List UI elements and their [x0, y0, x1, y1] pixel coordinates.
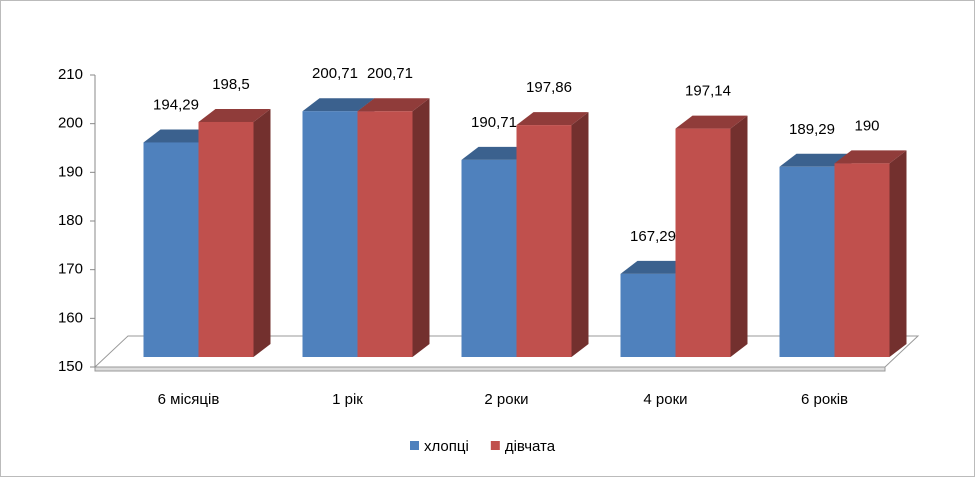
- y-tick-label: 200: [58, 115, 83, 132]
- bar: [516, 125, 572, 358]
- value-label: 197,14: [685, 83, 731, 100]
- bar-side: [412, 98, 430, 357]
- x-tick-label: 4 роки: [643, 391, 687, 408]
- bar-side: [253, 108, 271, 357]
- y-tick-label: 170: [58, 261, 83, 278]
- value-label: 167,29: [630, 228, 676, 245]
- bar-top: [357, 98, 430, 112]
- bar-top: [461, 146, 534, 160]
- bar-top: [516, 112, 589, 126]
- bar-top: [620, 260, 693, 274]
- bar: [779, 166, 835, 357]
- bar: [675, 128, 731, 357]
- x-tick-label: 6 років: [801, 391, 848, 408]
- y-tick-label: 210: [58, 66, 83, 83]
- bar: [143, 142, 199, 357]
- value-label: 190: [854, 117, 879, 134]
- value-label: 200,71: [367, 65, 413, 82]
- y-tick-label: 180: [58, 212, 83, 229]
- bar-top: [198, 108, 271, 122]
- value-label: 197,86: [526, 79, 572, 96]
- legend-swatch: [490, 441, 500, 450]
- value-label: 190,71: [471, 114, 517, 131]
- bar: [461, 159, 517, 357]
- bar-top: [779, 153, 852, 167]
- bar: [620, 273, 676, 357]
- bar-side: [571, 112, 589, 358]
- legend-label: дівчата: [505, 438, 556, 455]
- legend-label: хлопці: [424, 438, 469, 455]
- bar: [834, 163, 890, 357]
- y-tick-label: 150: [58, 358, 83, 375]
- value-label: 200,71: [312, 65, 358, 82]
- bar-top: [302, 98, 375, 112]
- bar-side: [730, 115, 748, 358]
- bar: [357, 111, 413, 357]
- value-label: 194,29: [153, 96, 199, 113]
- bar: [302, 111, 358, 357]
- y-tick-label: 190: [58, 163, 83, 180]
- legend-swatch: [410, 441, 419, 450]
- floor-edge: [94, 366, 886, 372]
- bar-top: [834, 150, 907, 164]
- x-tick-label: 1 рік: [332, 391, 363, 408]
- value-label: 198,5: [212, 76, 250, 93]
- bar-top: [143, 129, 216, 143]
- bar-top: [675, 115, 748, 129]
- y-tick-label: 160: [58, 309, 83, 326]
- value-label: 189,29: [789, 121, 835, 138]
- x-tick-label: 6 місяців: [158, 391, 220, 408]
- bar-side: [889, 150, 907, 357]
- bar: [198, 121, 254, 357]
- x-tick-label: 2 роки: [484, 391, 528, 408]
